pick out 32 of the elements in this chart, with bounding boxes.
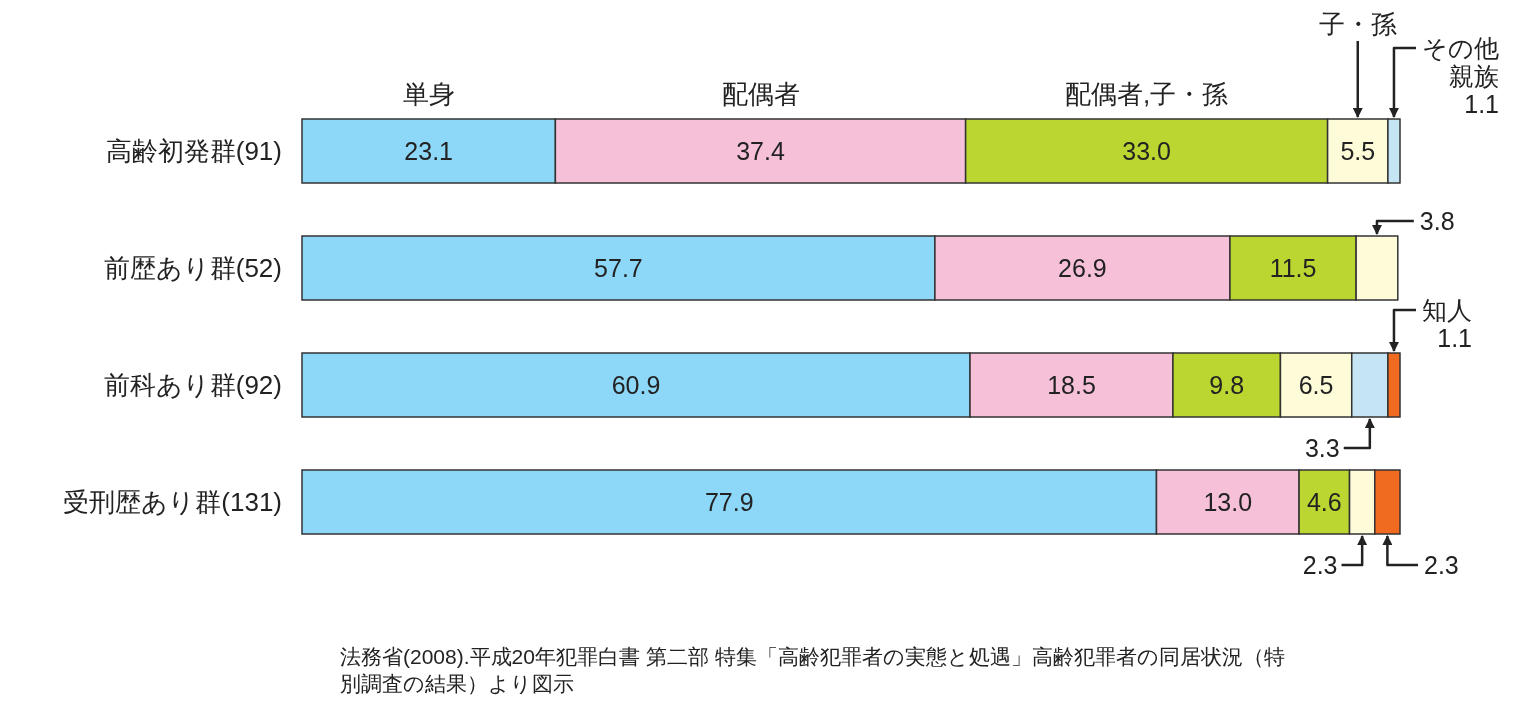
value-label: 4.6 xyxy=(1306,488,1342,516)
value-label: 6.5 xyxy=(1298,371,1334,399)
value-label: 3.3 xyxy=(1304,434,1340,462)
series-name: 配偶者,子・孫 xyxy=(1065,79,1229,109)
value-label: 77.9 xyxy=(704,488,754,516)
value-label: 13.0 xyxy=(1203,488,1253,516)
value-label: 3.8 xyxy=(1419,207,1455,235)
value-label: 1.1 xyxy=(1464,90,1499,118)
series-name: 親族 xyxy=(1449,62,1499,90)
value-label: 2.3 xyxy=(1302,551,1338,579)
series-name: 単身 xyxy=(402,79,455,109)
value-label: 23.1 xyxy=(404,137,454,165)
value-label: 37.4 xyxy=(736,137,785,165)
category-label: 前歴あり群(52) xyxy=(103,253,282,283)
series-name: 配偶者 xyxy=(721,79,800,109)
category-label: 受刑歴あり群(131) xyxy=(63,487,282,517)
value-label: 60.9 xyxy=(611,371,661,399)
category-label: 前科あり群(92) xyxy=(103,370,282,400)
value-label: 5.5 xyxy=(1340,137,1376,165)
series-name: 子・孫 xyxy=(1318,9,1397,39)
series-name: 知人 xyxy=(1422,296,1472,324)
value-label: 2.3 xyxy=(1424,551,1459,579)
value-label: 57.7 xyxy=(594,254,643,282)
value-label: 11.5 xyxy=(1269,254,1317,282)
category-label: 高齢初発群(91) xyxy=(105,136,282,166)
value-label: 26.9 xyxy=(1058,254,1107,282)
value-label: 18.5 xyxy=(1047,371,1096,399)
value-label: 1.1 xyxy=(1437,324,1472,352)
annotation: 法務省(2008).平成20年犯罪白書 第二部 特集「高齢犯罪者の実態と処遇」高齢犯罪者の同居状況（特別調査の結果）より図示 xyxy=(340,644,1286,697)
value-label: 9.8 xyxy=(1209,371,1245,399)
series-name: その他 xyxy=(1422,34,1499,62)
value-label: 33.0 xyxy=(1122,137,1171,165)
